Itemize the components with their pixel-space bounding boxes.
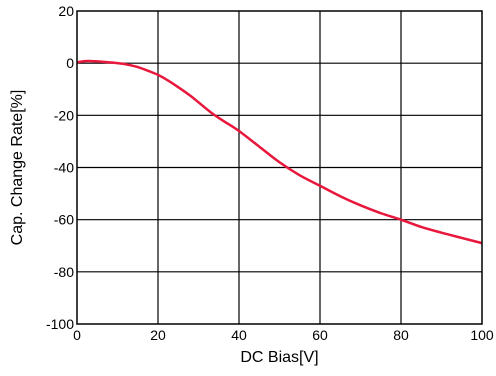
series-layer: [76, 59, 483, 245]
tick-labels: 0 20 40 60 80 100 20 0 -20 -40 -60 -80 -100: [46, 3, 494, 343]
y-tick-label: 0: [66, 55, 74, 71]
series-line: [76, 59, 483, 245]
y-tick-label: -60: [54, 212, 74, 228]
y-tick-label: 20: [58, 3, 74, 19]
plot-frame: [76, 10, 483, 325]
x-tick-label: 100: [470, 327, 494, 343]
x-tick-label: 80: [393, 327, 409, 343]
grid-lines: [77, 11, 482, 324]
x-axis-title: DC Bias[V]: [240, 349, 318, 366]
x-tick-label: 40: [231, 327, 247, 343]
y-tick-label: -40: [54, 160, 74, 176]
x-tick-label: 20: [150, 327, 166, 343]
y-tick-label: -100: [46, 316, 74, 332]
x-tick-label: 60: [312, 327, 328, 343]
y-axis-title: Cap. Change Rate[%]: [9, 90, 26, 246]
y-tick-label: -80: [54, 264, 74, 280]
y-tick-label: -20: [54, 107, 74, 123]
x-tick-label: 0: [73, 327, 81, 343]
